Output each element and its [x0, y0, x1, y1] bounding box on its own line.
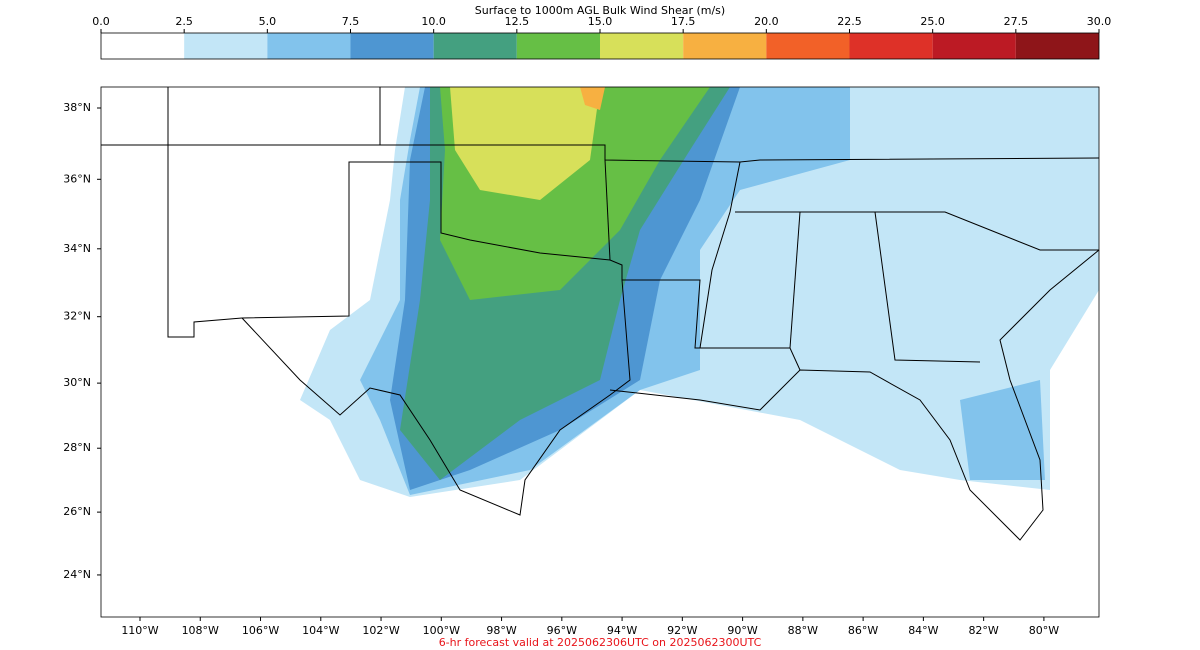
shade	[450, 87, 600, 200]
colorbar-tick-label: 30.0	[1087, 15, 1112, 28]
colorbar-tick-label: 17.5	[671, 15, 696, 28]
lat-tick-label: 24°N	[63, 568, 91, 581]
colorbar-bin	[849, 33, 933, 59]
border	[604, 159, 611, 261]
lat-tick-label: 26°N	[63, 505, 91, 518]
lon-tick-label: 110°W	[121, 624, 158, 637]
colorbar-tick-label: 25.0	[920, 15, 945, 28]
lon-tick-label: 92°W	[667, 624, 697, 637]
colorbar-bin	[766, 33, 850, 59]
colorbar-tick-label: 0.0	[92, 15, 110, 28]
colorbar-bin	[1015, 33, 1099, 59]
lon-tick-label: 98°W	[486, 624, 516, 637]
shade	[580, 87, 605, 110]
colorbar: 0.0 2.5 5.0 7.5 10.0 12.5 15.0 17.5 20.0 22.5 25.0…	[92, 15, 1112, 60]
colorbar-bin	[516, 33, 600, 59]
colorbar-bin	[350, 33, 434, 59]
lon-tick-label: 108°W	[182, 624, 219, 637]
lon-tick-label: 88°W	[788, 624, 818, 637]
colorbar-tick-label: 20.0	[754, 15, 779, 28]
map-axes: 38°N 36°N 34°N 32°N 30°N 28°N 26°N 24°N 110°W 108…	[63, 101, 1059, 637]
map-frame	[100, 86, 1100, 618]
colorbar-tick-label: 27.5	[1004, 15, 1029, 28]
lat-tick-label: 30°N	[63, 376, 91, 389]
shade	[960, 380, 1045, 480]
colorbar-bin	[932, 33, 1016, 59]
colorbar-bin	[101, 33, 185, 59]
footer: 6-hr forecast valid at 2025062306UTC on …	[439, 636, 762, 649]
lon-tick-label: 102°W	[362, 624, 399, 637]
lon-tick-label: 96°W	[547, 624, 577, 637]
lat-tick-label: 38°N	[63, 101, 91, 114]
lon-tick-label: 104°W	[302, 624, 339, 637]
lon-tick-label: 80°W	[1029, 624, 1059, 637]
lon-tick-label: 90°W	[727, 624, 757, 637]
colorbar-title: Surface to 1000m AGL Bulk Wind Shear (m/…	[475, 4, 725, 17]
border	[241, 279, 631, 516]
colorbar-bin	[267, 33, 351, 59]
border	[167, 87, 801, 371]
lat-tick-label: 32°N	[63, 310, 91, 323]
lat-tick-label: 34°N	[63, 242, 91, 255]
colorbar-tick-label: 5.0	[259, 15, 277, 28]
lon-tick-label: 82°W	[968, 624, 998, 637]
lat-tick-label: 28°N	[63, 441, 91, 454]
lon-tick-label: 106°W	[242, 624, 279, 637]
lon-tick-label: 94°W	[607, 624, 637, 637]
lon-tick-label: 100°W	[423, 624, 460, 637]
colorbar-bin	[683, 33, 767, 59]
lon-tick-label: 84°W	[908, 624, 938, 637]
colorbar-bin	[600, 33, 684, 59]
borders	[101, 87, 1100, 541]
colorbar-tick-label: 12.5	[505, 15, 530, 28]
border	[699, 161, 741, 349]
colorbar-bin	[433, 33, 517, 59]
colorbar-tick-label: 15.0	[588, 15, 613, 28]
colorbar-bin	[184, 33, 268, 59]
border	[101, 144, 1100, 163]
lat-tick-label: 36°N	[63, 172, 91, 185]
colorbar-tick-label: 22.5	[837, 15, 862, 28]
border	[789, 211, 801, 349]
colorbar-tick-label: 2.5	[175, 15, 193, 28]
border	[609, 249, 1100, 541]
border	[874, 211, 981, 363]
colorbar-tick-label: 10.0	[421, 15, 446, 28]
colorbar-tick-label: 7.5	[342, 15, 360, 28]
lon-tick-label: 86°W	[848, 624, 878, 637]
